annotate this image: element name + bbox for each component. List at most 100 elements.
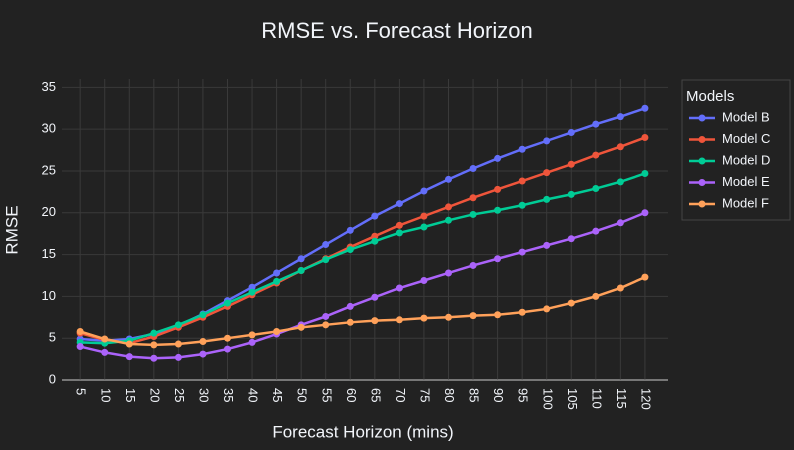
- point: [543, 169, 551, 177]
- y-tick-label: 0: [49, 371, 56, 386]
- point: [346, 226, 354, 234]
- point: [371, 232, 379, 240]
- point: [199, 350, 207, 358]
- point: [567, 160, 575, 168]
- legend-box: [681, 79, 791, 221]
- point: [223, 299, 231, 307]
- point: [444, 313, 452, 321]
- y-tick-label: 35: [42, 79, 56, 94]
- point: [273, 328, 281, 336]
- point: [543, 241, 551, 249]
- point: [371, 212, 379, 220]
- y-tick-label: 20: [42, 204, 56, 219]
- point: [592, 185, 600, 193]
- series-line: [79, 276, 646, 347]
- point: [567, 190, 575, 198]
- point: [199, 311, 207, 319]
- point: [199, 338, 207, 346]
- legend-label: Model E: [722, 174, 770, 189]
- point: [395, 200, 403, 208]
- x-tick-label: 30: [197, 388, 212, 402]
- x-tick-label: 75: [417, 388, 432, 402]
- point: [592, 292, 600, 300]
- point: [543, 195, 551, 203]
- chart-title: RMSE vs. Forecast Horizon: [261, 18, 532, 43]
- x-tick-label: 80: [442, 388, 457, 402]
- point: [150, 329, 158, 337]
- point: [273, 269, 281, 277]
- series-line: [80, 172, 646, 345]
- x-axis-title: Forecast Horizon (mins): [272, 422, 453, 441]
- point: [248, 331, 256, 339]
- x-tick-label: 55: [319, 388, 334, 402]
- point: [469, 164, 477, 172]
- x-tick-label: 120: [638, 388, 653, 410]
- point: [395, 229, 403, 237]
- x-tick-label: 5: [74, 388, 89, 395]
- legend-label: Model D: [722, 152, 770, 167]
- point: [616, 178, 624, 186]
- y-tick-label: 25: [42, 162, 56, 177]
- x-tick-label: 45: [270, 388, 285, 402]
- point: [174, 340, 182, 348]
- legend-title: Models: [686, 88, 734, 105]
- point: [469, 312, 477, 320]
- point: [543, 137, 551, 145]
- series-line: [79, 136, 646, 345]
- point: [273, 277, 281, 285]
- point: [494, 311, 502, 319]
- x-tick-label: 95: [516, 388, 531, 402]
- point: [420, 212, 428, 220]
- y-tick-label: 5: [49, 330, 56, 345]
- point: [494, 185, 502, 193]
- point: [248, 338, 256, 346]
- point: [322, 256, 330, 264]
- point: [518, 177, 526, 185]
- x-tick-label: 15: [123, 388, 138, 402]
- point: [641, 104, 649, 112]
- x-tick-label: 100: [540, 388, 555, 410]
- point: [567, 235, 575, 243]
- x-tick-label: 65: [368, 388, 383, 402]
- legend-label: Model C: [722, 131, 770, 146]
- point: [150, 341, 158, 349]
- point: [101, 335, 109, 343]
- point: [420, 277, 428, 285]
- x-tick-label: 25: [172, 388, 187, 402]
- point: [518, 201, 526, 209]
- point: [420, 187, 428, 195]
- point: [395, 284, 403, 292]
- point: [444, 203, 452, 211]
- point: [248, 283, 256, 291]
- point: [371, 293, 379, 301]
- point: [616, 284, 624, 292]
- point: [469, 261, 477, 269]
- point: [616, 113, 624, 121]
- point: [346, 246, 354, 254]
- x-tick-label: 20: [147, 388, 162, 402]
- point: [444, 269, 452, 277]
- point: [76, 328, 84, 336]
- point: [346, 302, 354, 310]
- point: [297, 323, 305, 331]
- legend-marker: [698, 179, 706, 186]
- y-axis-title: RMSE: [2, 205, 21, 254]
- series-line: [79, 211, 646, 360]
- x-tick-label: 115: [614, 388, 629, 409]
- grid: [62, 79, 668, 381]
- point: [641, 169, 649, 177]
- point: [76, 343, 84, 351]
- point: [101, 348, 109, 356]
- point: [616, 143, 624, 151]
- point: [322, 321, 330, 329]
- point: [518, 308, 526, 316]
- point: [174, 321, 182, 329]
- point: [494, 154, 502, 162]
- x-tick-label: 10: [98, 388, 113, 402]
- legend-marker: [698, 157, 706, 165]
- point: [641, 209, 649, 217]
- point: [592, 151, 600, 159]
- legend-marker: [698, 200, 706, 208]
